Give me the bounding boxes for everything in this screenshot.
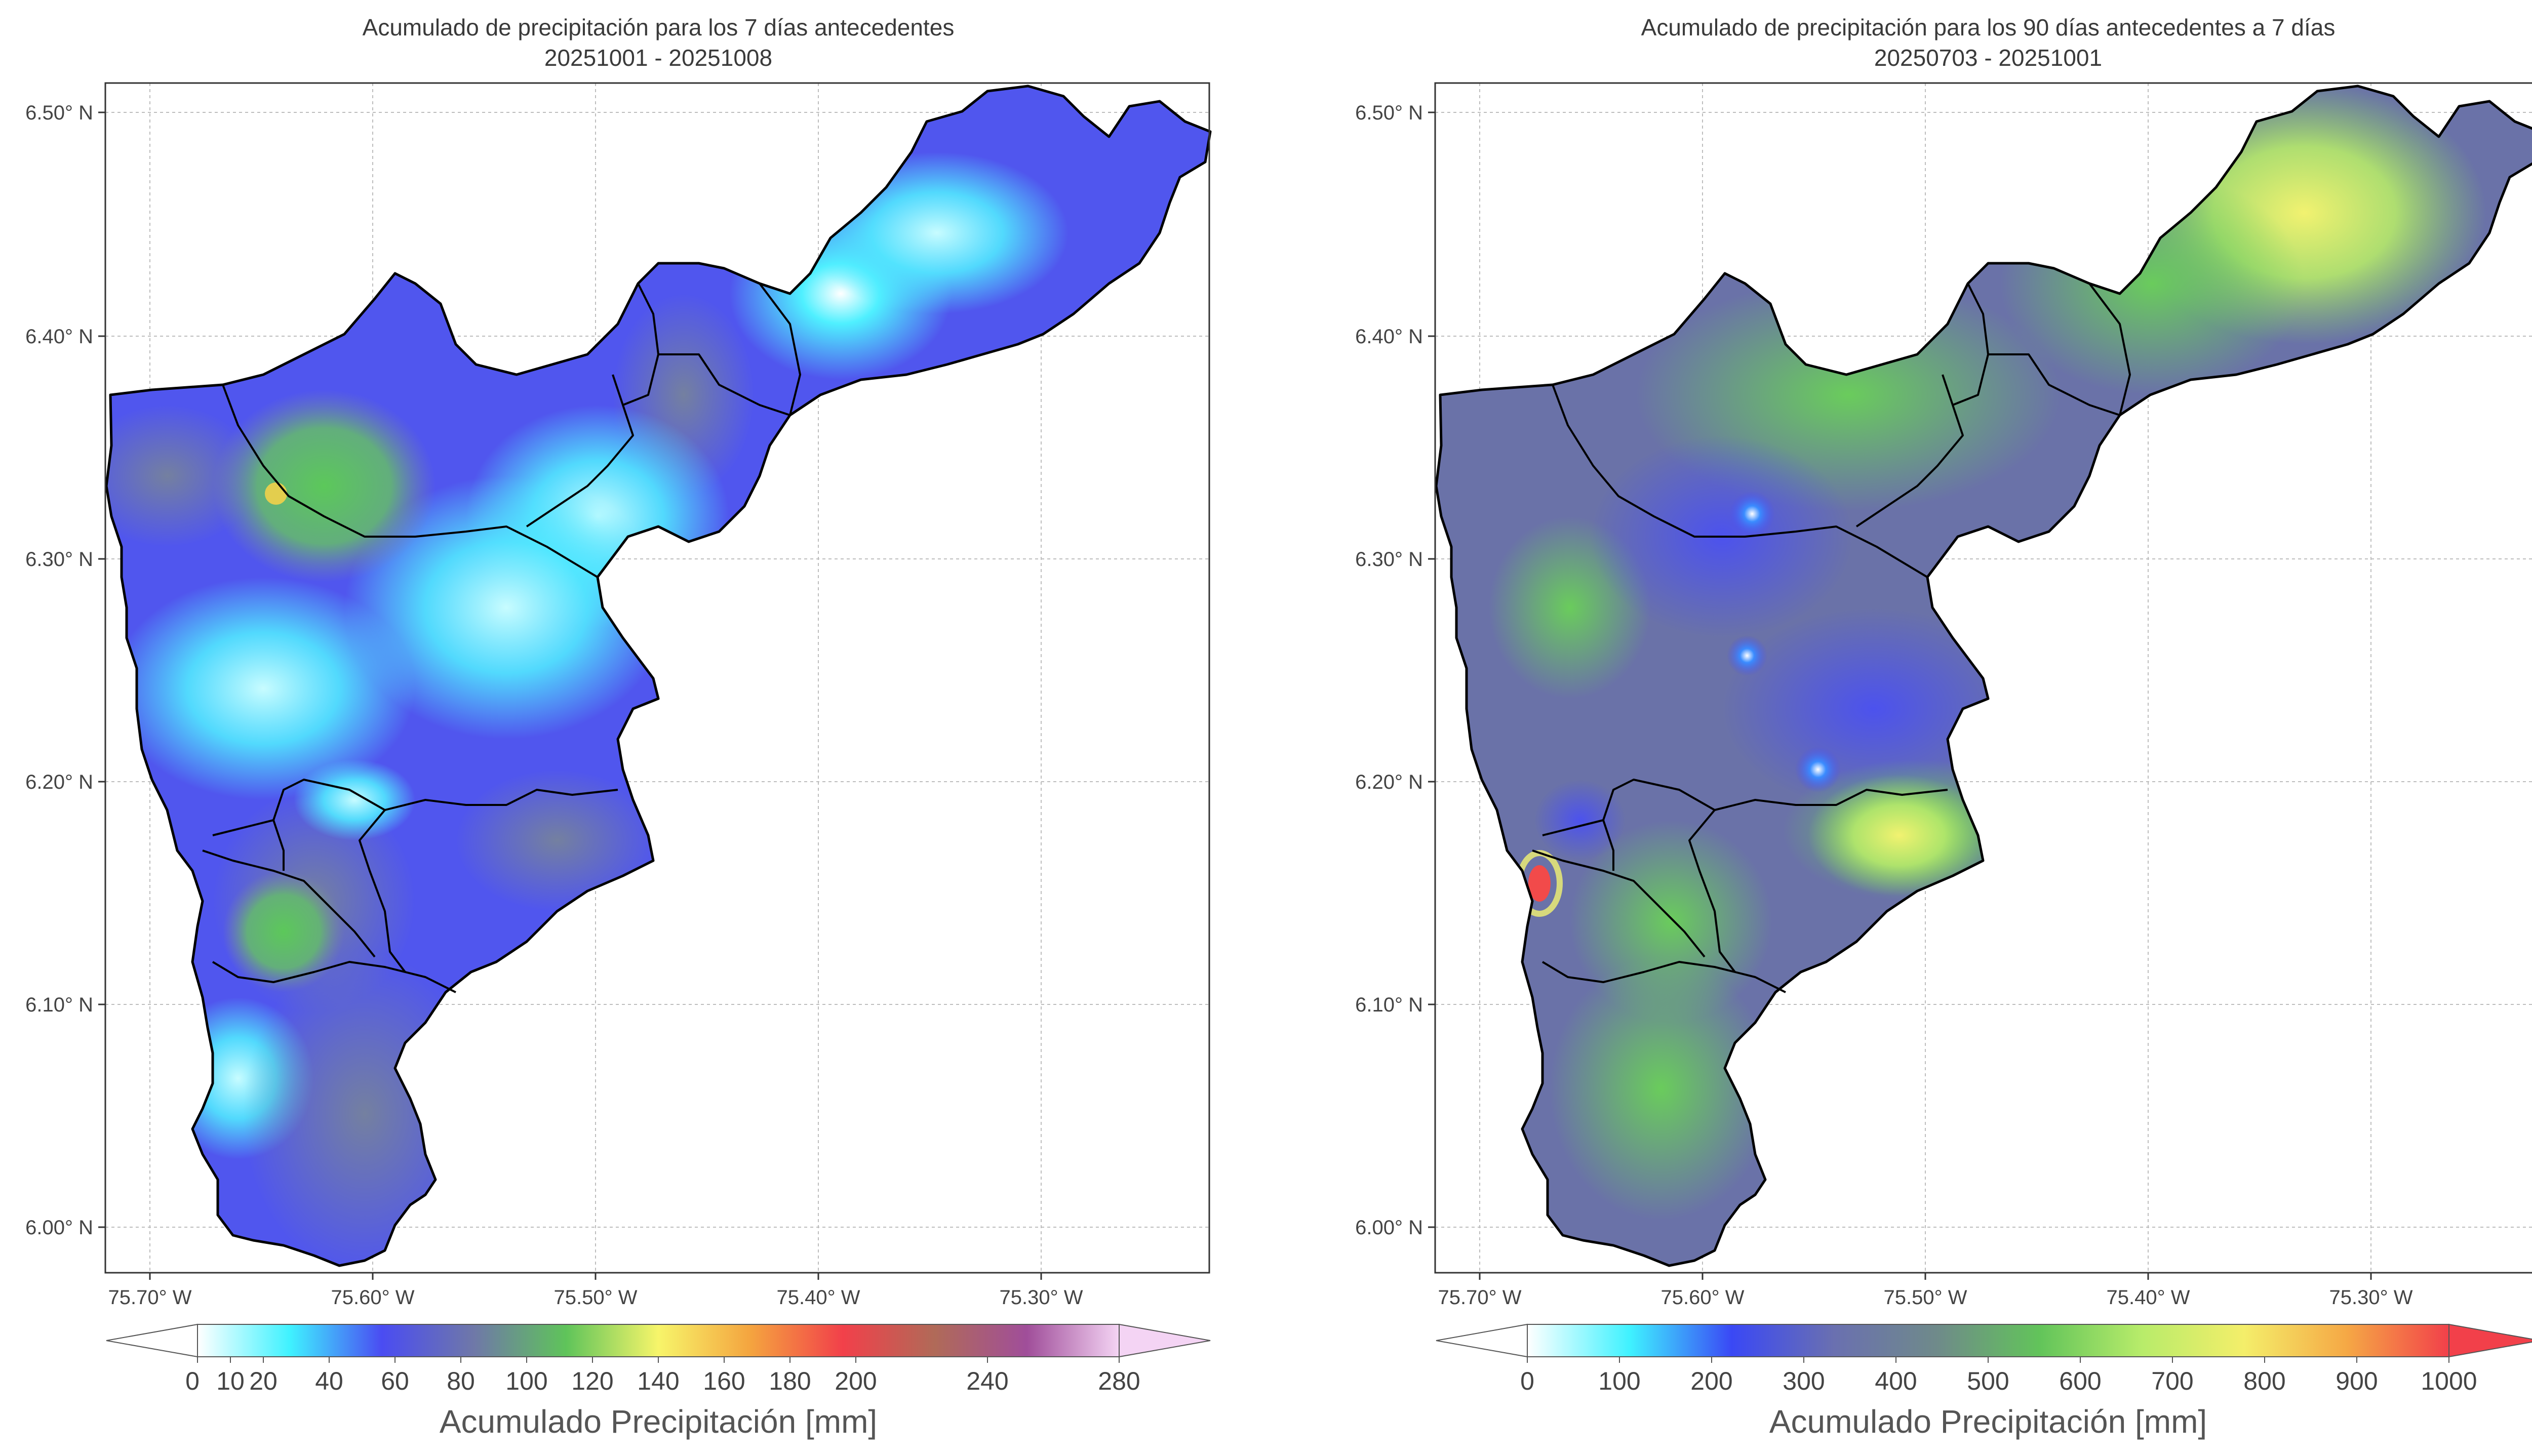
subbasin-boundaries (1532, 282, 2131, 993)
subbasin-line (526, 374, 634, 528)
subbasin-line (1602, 820, 1614, 871)
latitude-tick-label: 6.20° N (25, 771, 93, 793)
colorbar-tick-label: 300 (1783, 1367, 1825, 1395)
latitude-ticks: 6.50° N 6.40° N 6.30° N 6.20° N 6.10° N 6.00°… (25, 102, 105, 1239)
colorbar-tick-label: 240 (966, 1367, 1008, 1395)
longitude-ticks: 75.70° W 75.60° W 75.50° W 75.40° W 75.30° W (108, 1273, 1083, 1309)
longitude-ticks: 75.70° W 75.60° W 75.50° W 75.40° W 75.30° W (1438, 1273, 2413, 1309)
panel-subtitle-dates: 20251001 - 20251008 (544, 45, 772, 71)
basin-outline (105, 85, 1212, 1267)
latitude-tick-label: 6.00° N (1355, 1217, 1423, 1239)
latitude-tick-label: 6.00° N (25, 1217, 93, 1239)
map-frame (104, 82, 1210, 1274)
colorbar-tick-label: 80 (447, 1367, 475, 1395)
colorbar-tick-label: 20 (249, 1367, 278, 1395)
colorbar-tick-label: 180 (769, 1367, 811, 1395)
subbasin-line (658, 353, 790, 416)
colorbar-label: Acumulado Precipitación [mm] (440, 1403, 877, 1440)
subbasin-line (212, 961, 456, 993)
subbasin-line (1542, 779, 1948, 836)
longitude-tick-label: 75.50° W (554, 1286, 638, 1309)
precipitation-90day-panel: Acumulado de precipitación para los 90 d… (1355, 14, 2532, 1440)
colorbar-tick-label: 500 (1967, 1367, 2009, 1395)
colorbar-tick-label: 100 (1598, 1367, 1640, 1395)
colorbar-tick-label: 40 (315, 1367, 343, 1395)
latitude-tick-label: 6.50° N (1355, 102, 1423, 124)
latitude-tick-label: 6.20° N (1355, 771, 1423, 793)
subbasin-line (1552, 384, 1928, 578)
colorbar-tick-label: 120 (571, 1367, 613, 1395)
subbasin-line (222, 384, 599, 578)
latitude-ticks: 6.50° N 6.40° N 6.30° N 6.20° N 6.10° N 6.00°… (1355, 102, 1435, 1239)
longitude-tick-label: 75.30° W (1000, 1286, 1083, 1309)
colorbar-tick-label: 100 (505, 1367, 547, 1395)
latitude-tick-label: 6.40° N (1355, 326, 1423, 348)
longitude-tick-label: 75.40° W (2107, 1286, 2190, 1309)
panel-title: Acumulado de precipitación para los 7 dí… (363, 14, 955, 41)
subbasin-line (1688, 809, 1736, 973)
latitude-tick-label: 6.30° N (25, 548, 93, 571)
subbasin-line (1855, 374, 1964, 528)
colorbar: 0 100 200 300 400 500 600 700 800 900 1000 Acumula… (1436, 1323, 2532, 1440)
latitude-tick-label: 6.10° N (1355, 994, 1423, 1016)
latitude-tick-label: 6.30° N (1355, 548, 1423, 571)
colorbar-label: Acumulado Precipitación [mm] (1769, 1403, 2207, 1440)
longitude-tick-label: 75.70° W (108, 1286, 192, 1309)
panel-subtitle-dates: 20250703 - 20251001 (1874, 45, 2102, 71)
longitude-tick-label: 75.30° W (2329, 1286, 2413, 1309)
longitude-tick-label: 75.50° W (1884, 1286, 1967, 1309)
longitude-tick-label: 75.40° W (777, 1286, 860, 1309)
colorbar-tick-label: 10 (216, 1367, 245, 1395)
colorbar-tick-label: 900 (2336, 1367, 2378, 1395)
precipitation-field (106, 86, 1210, 1266)
latitude-tick-label: 6.10° N (25, 994, 93, 1016)
latitude-tick-label: 6.40° N (25, 326, 93, 348)
subbasin-boundaries (202, 282, 801, 993)
longitude-tick-label: 75.60° W (1661, 1286, 1745, 1309)
colorbar-tick-label: 140 (637, 1367, 679, 1395)
subbasin-line (272, 820, 285, 871)
colorbar-tick-label: 1000 (2421, 1367, 2477, 1395)
colorbar-tick-label: 160 (703, 1367, 745, 1395)
colorbar-ticks: 0 10 20 40 60 80 100 120 140 160 180 200 240 280 (185, 1357, 1140, 1395)
colorbar-tick-label: 0 (185, 1367, 200, 1395)
basin-outline (1435, 85, 2532, 1267)
subbasin-line (202, 850, 376, 958)
colorbar-tick-label: 600 (2059, 1367, 2101, 1395)
colorbar-tick-label: 280 (1098, 1367, 1140, 1395)
colorbar-tick-label: 0 (1520, 1367, 1534, 1395)
precipitation-7day-panel: Acumulado de precipitación para los 7 dí… (25, 14, 1212, 1440)
map-frame (1434, 82, 2532, 1274)
longitude-tick-label: 75.60° W (331, 1286, 415, 1309)
subbasin-line (1541, 961, 1786, 993)
colorbar-tick-label: 200 (835, 1367, 877, 1395)
colorbar-tick-label: 200 (1690, 1367, 1732, 1395)
colorbar: 0 10 20 40 60 80 100 120 140 160 180 200 240 280 Acum… (106, 1323, 1211, 1440)
colorbar-tick-label: 800 (2243, 1367, 2285, 1395)
longitude-tick-label: 75.70° W (1438, 1286, 1522, 1309)
colorbar-tick-label: 400 (1875, 1367, 1917, 1395)
subbasin-line (359, 809, 406, 973)
subbasin-line (1532, 850, 1706, 958)
subbasin-line (2088, 282, 2131, 416)
latitude-tick-label: 6.50° N (25, 102, 93, 124)
colorbar-tick-label: 700 (2151, 1367, 2193, 1395)
panel-title: Acumulado de precipitación para los 90 d… (1641, 14, 2336, 41)
colorbar-ticks: 0 100 200 300 400 500 600 700 800 900 1000 (1520, 1357, 2477, 1395)
subbasin-line (759, 282, 801, 416)
subbasin-line (212, 779, 618, 836)
colorbar-tick-label: 60 (381, 1367, 409, 1395)
subbasin-line (1988, 353, 2120, 416)
